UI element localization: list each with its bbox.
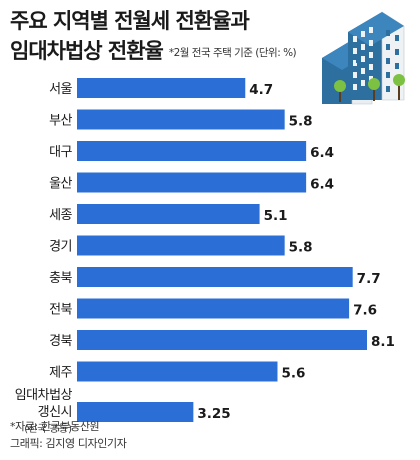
category-label: 갱신시 xyxy=(38,405,72,420)
value-label: 8.1 xyxy=(371,334,395,350)
category-label: 전북 xyxy=(49,303,72,318)
graphic-credit: 그래픽: 김지영 디자인기자 xyxy=(10,437,127,450)
category-label: 충북 xyxy=(49,271,72,286)
apartment-buildings-illustration xyxy=(322,11,405,105)
source-note: *자료: 한국부동산원 그래픽: 김지영 디자인기자 xyxy=(10,418,127,452)
value-label: 5.6 xyxy=(281,366,305,382)
bar xyxy=(77,141,307,161)
chart-title-line2: 임대차법상 전환율 xyxy=(10,39,164,63)
category-label: 세종 xyxy=(49,208,72,223)
category-label: 울산 xyxy=(49,177,72,192)
value-label: 5.8 xyxy=(289,114,313,130)
value-label: 7.6 xyxy=(353,303,377,319)
bar xyxy=(77,330,367,350)
value-label: 6.4 xyxy=(310,145,334,161)
value-label: 6.4 xyxy=(310,177,334,193)
bar xyxy=(77,361,278,382)
category-label: 경기 xyxy=(49,240,72,255)
bar xyxy=(77,204,260,224)
value-label: 3.25 xyxy=(197,406,230,422)
bars-group: 4.7 서울 5.8 부산 6.4 대구 6.4 울산 5.1 세종 5.8 경기 7.7 충북 7.6 전북… xyxy=(15,78,395,435)
chart-unit-note: *2월 전국 주택 기준 (단위: %) xyxy=(168,47,297,59)
value-label: 5.8 xyxy=(289,240,313,256)
value-label: 7.7 xyxy=(357,271,381,287)
value-label: 5.1 xyxy=(264,208,288,224)
chart-title-line1: 주요 지역별 전월세 전환율과 xyxy=(10,9,250,33)
category-label: 임대차법상 xyxy=(15,388,73,403)
bar xyxy=(77,298,350,319)
source-line: *자료: 한국부동산원 xyxy=(10,420,100,433)
category-sublabel: (전국 공통) xyxy=(24,423,72,435)
bar xyxy=(77,402,194,422)
bar xyxy=(77,172,307,193)
category-label: 대구 xyxy=(49,145,72,160)
chart-title-line2-wrap: 임대차법상 전환율 *2월 전국 주택 기준 (단위: %) xyxy=(10,36,297,68)
chart-title: 주요 지역별 전월세 전환율과 임대차법상 전환율 *2월 전국 주택 기준 (단… xyxy=(10,6,297,68)
bar xyxy=(77,78,246,98)
category-label: 경북 xyxy=(49,334,72,349)
bar xyxy=(77,235,285,256)
category-label: 제주 xyxy=(49,366,72,381)
bar xyxy=(77,109,285,130)
category-label: 서울 xyxy=(49,82,72,97)
category-label: 부산 xyxy=(49,114,72,129)
value-label: 4.7 xyxy=(249,82,273,98)
bar xyxy=(77,267,353,287)
